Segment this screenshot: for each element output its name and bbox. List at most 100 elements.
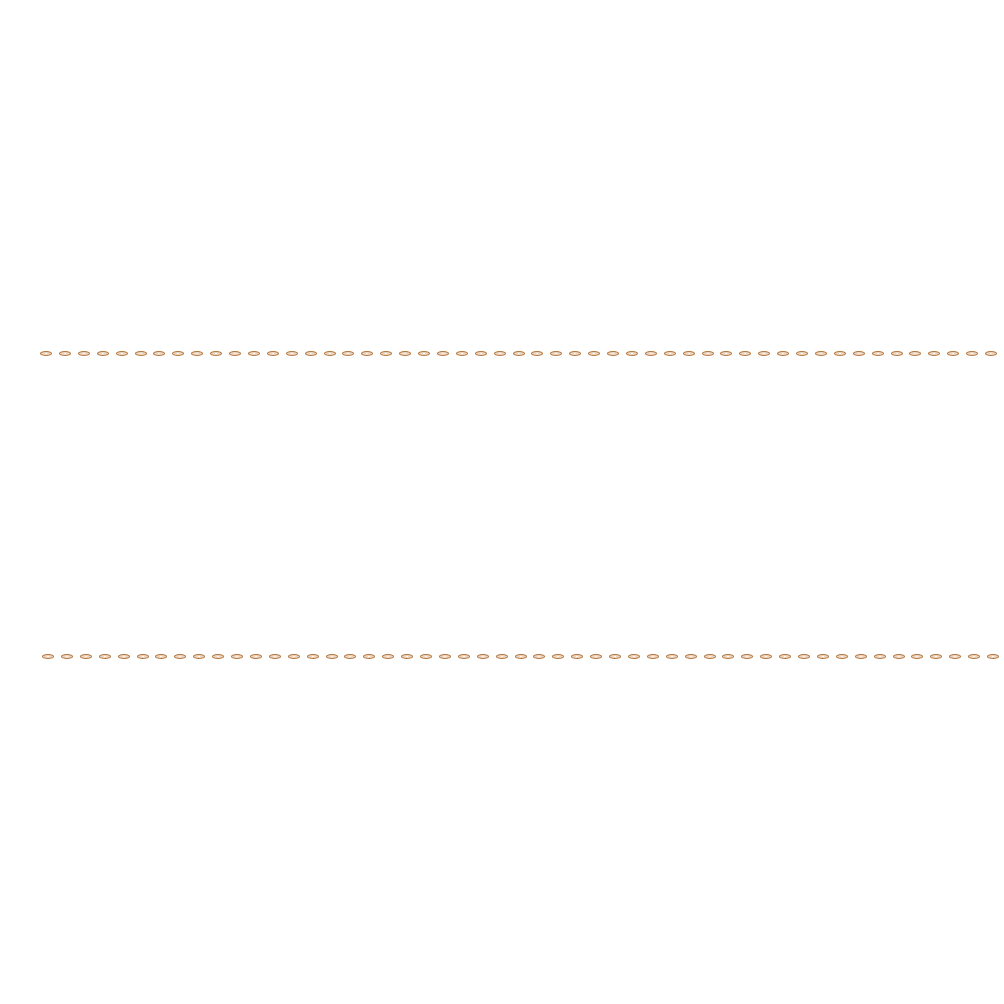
chain-link [495,654,508,659]
chain-link [42,654,54,659]
chain-link [40,351,52,356]
chain-link [966,351,979,356]
chain-link [58,351,71,356]
chain-link [512,351,525,356]
chain-link [363,654,376,659]
chain-link [77,351,90,356]
chain-link [949,654,962,659]
chain-link [531,351,544,356]
chain-link [304,351,317,356]
chain-link [873,654,886,659]
chain-link [268,654,281,659]
chain-link [514,654,527,659]
chain-link [174,654,187,659]
chain-link [212,654,225,659]
chain-link [663,351,676,356]
chain-link [306,654,319,659]
chain-link [193,654,206,659]
chain-link [474,351,487,356]
chain-link [115,351,128,356]
chain-link [96,351,109,356]
chain-link [779,654,792,659]
chain-link [854,654,867,659]
chain-link [550,351,563,356]
chain-link [117,654,130,659]
chain-link [741,654,754,659]
chain-link [814,351,827,356]
chain-link [438,654,451,659]
chain-link [703,654,716,659]
chain-link [229,351,241,356]
chain-link [134,351,147,356]
chain-link [798,654,810,659]
chain-link [98,654,111,659]
chain-link [947,351,960,356]
chain-link [325,654,338,659]
chain-link [210,351,223,356]
chain-link [682,351,695,356]
lower-chain [0,654,1004,660]
chain-link [79,654,92,659]
chain-link [871,351,884,356]
chain-link [344,654,357,659]
chain-link [607,351,619,356]
chain-link [739,351,752,356]
chain-link [418,351,430,356]
chain-link [266,351,279,356]
chain-link [701,351,714,356]
chain-link [892,654,905,659]
chain-link [758,351,771,356]
chain-link [342,351,355,356]
chain-link [247,351,260,356]
chain-link [835,654,848,659]
chain-link [382,654,395,659]
chain-link [609,654,621,659]
chain-link [833,351,846,356]
chain-link [646,654,659,659]
upper-chain [0,351,1004,357]
chain-link [777,351,790,356]
chain-link [552,654,565,659]
chain-link [627,654,640,659]
chain-link [985,351,997,356]
chain-link [571,654,584,659]
chain-link [361,351,374,356]
chain-link [684,654,697,659]
chain-link [153,351,166,356]
chain-link [968,654,981,659]
chain-link [420,654,432,659]
chain-link [625,351,638,356]
chain-link [928,351,941,356]
chain-link [569,351,582,356]
chain-link [287,654,300,659]
chain-link [720,351,733,356]
chain-link [722,654,735,659]
chain-link [172,351,185,356]
chain-link [60,654,73,659]
chain-link [323,351,336,356]
chain-link [852,351,865,356]
chain-link [136,654,149,659]
chain-link [930,654,943,659]
chain-link [249,654,262,659]
chain-link [231,654,243,659]
chain-link [401,654,414,659]
chain-link [493,351,506,356]
chain-link [909,351,922,356]
chain-link [588,351,601,356]
chain-link [590,654,603,659]
chain-link [399,351,412,356]
chain-link [155,654,168,659]
chain-link [816,654,829,659]
chain-link [760,654,773,659]
chain-link [796,351,808,356]
chain-link [987,654,999,659]
chain-link [191,351,204,356]
chain-link [455,351,468,356]
chain-link [890,351,903,356]
chain-link [665,654,678,659]
chain-link [436,351,449,356]
chain-link [380,351,393,356]
chain-link [476,654,489,659]
chain-link [457,654,470,659]
